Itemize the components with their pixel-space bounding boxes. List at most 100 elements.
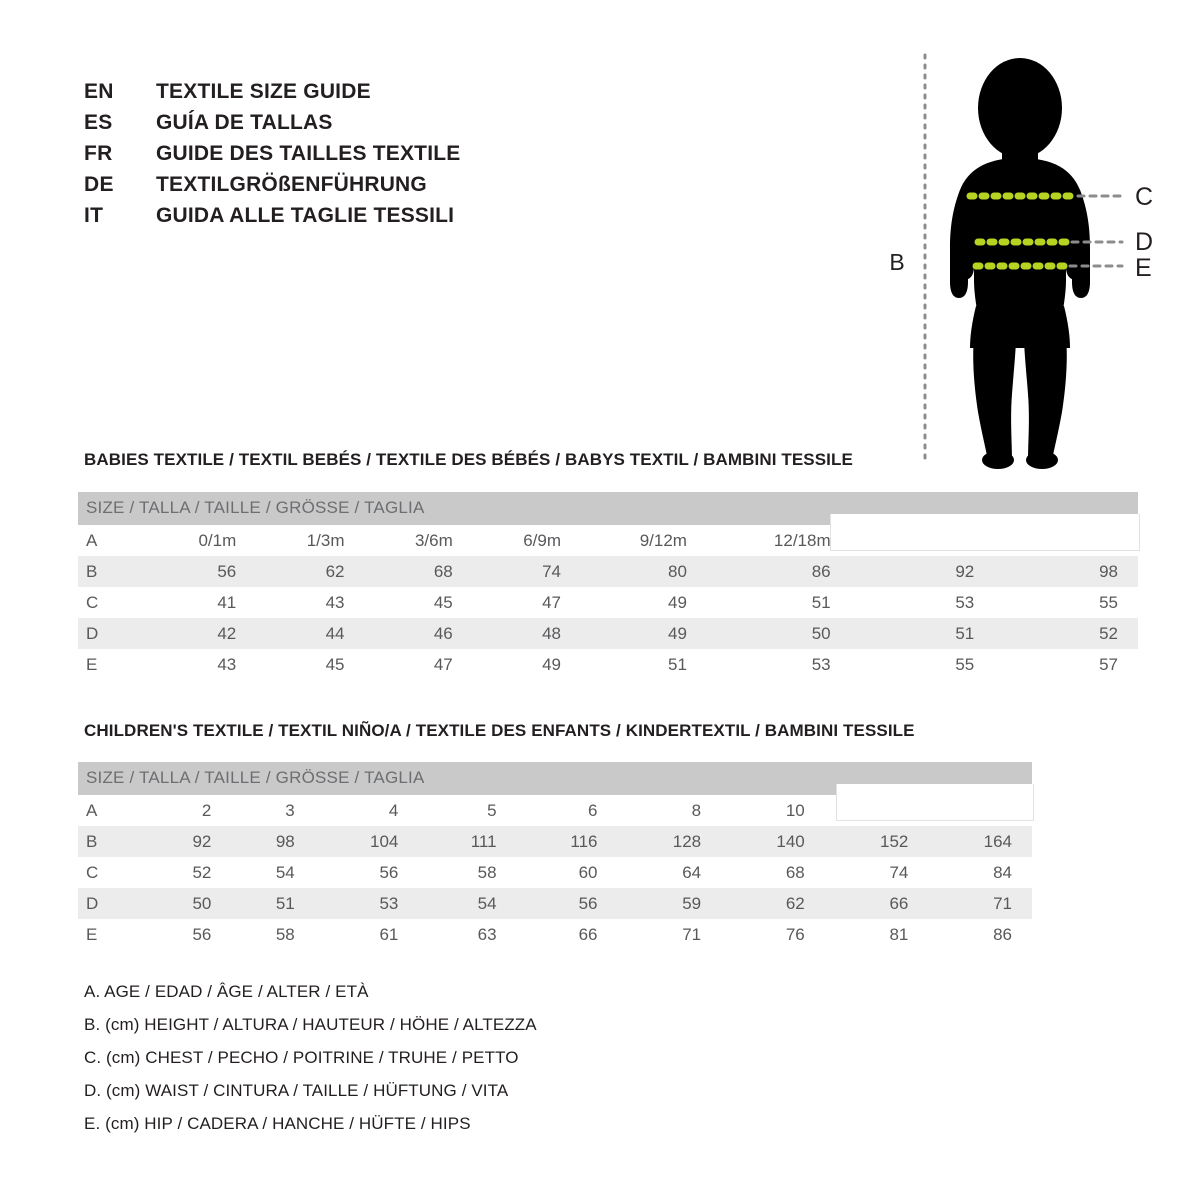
table-cell: 1/3m (256, 525, 365, 556)
table-cell: 47 (364, 649, 473, 680)
table-row: D 50 51 53 54 56 59 62 66 71 (78, 888, 1032, 919)
table-cell: 42 (148, 618, 257, 649)
table-cell: 58 (231, 919, 315, 950)
row-label: C (78, 587, 148, 618)
table-cell: 3 (231, 795, 315, 826)
table-cell: 10 (721, 795, 825, 826)
children-table-body: SIZE / TALLA / TAILLE / GRÖSSE / TAGLIA A… (78, 762, 1032, 950)
table-cell: 54 (418, 888, 517, 919)
language-row: IT GUIDA ALLE TAGLIE TESSILI (84, 204, 604, 235)
table-cell: 61 (314, 919, 419, 950)
table-cell: 51 (706, 587, 851, 618)
row-label: A (78, 525, 148, 556)
table-cell: 45 (364, 587, 473, 618)
table-cell: 52 (994, 618, 1138, 649)
language-row: ES GUÍA DE TALLAS (84, 111, 604, 142)
table-cell: 86 (928, 919, 1032, 950)
table-cell: 59 (617, 888, 722, 919)
table-cell: 74 (824, 857, 929, 888)
table-cell: 12/18m (706, 525, 851, 556)
table-row: B 56 62 68 74 80 86 92 98 (78, 556, 1138, 587)
table-cell: 56 (516, 888, 618, 919)
row-label: C (78, 857, 148, 888)
table-row: A 0/1m 1/3m 3/6m 6/9m 9/12m 12/18m 18/24m 24/36m (78, 525, 1138, 556)
table-cell: 43 (148, 649, 257, 680)
child-silhouette (950, 58, 1090, 469)
table-row: D 42 44 46 48 49 50 51 52 (78, 618, 1138, 649)
table-header-label: SIZE / TALLA / TAILLE / GRÖSSE / TAGLIA (78, 492, 1138, 525)
legend-row: D. (cm) WAIST / CINTURA / TAILLE / HÜFTU… (84, 1081, 509, 1100)
table-cell: 68 (721, 857, 825, 888)
row-label: D (78, 888, 148, 919)
table-cell: 24/36m (994, 525, 1138, 556)
legend-row: A. AGE / EDAD / ÂGE / ALTER / ETÀ (84, 982, 369, 1001)
table-cell: 55 (994, 587, 1138, 618)
table-cell: 6 (516, 795, 618, 826)
table-cell: 60 (516, 857, 618, 888)
table-cell: 9/12m (581, 525, 707, 556)
table-cell: 57 (994, 649, 1138, 680)
language-code: ES (84, 111, 113, 134)
table-cell: 81 (824, 919, 929, 950)
row-label: B (78, 826, 148, 857)
language-code: DE (84, 173, 114, 196)
language-row: EN TEXTILE SIZE GUIDE (84, 80, 604, 111)
table-cell: 71 (617, 919, 722, 950)
table-cell: 111 (418, 826, 517, 857)
table-cell: 152 (824, 826, 929, 857)
table-cell: 14 (928, 795, 1032, 826)
table-cell: 92 (148, 826, 232, 857)
table-cell: 62 (721, 888, 825, 919)
row-label: A (78, 795, 148, 826)
table-cell: 56 (148, 556, 257, 587)
table-cell: 3/6m (364, 525, 473, 556)
table-header-row: SIZE / TALLA / TAILLE / GRÖSSE / TAGLIA (78, 492, 1138, 525)
table-cell: 55 (850, 649, 995, 680)
language-code: IT (84, 204, 104, 227)
table-header-row: SIZE / TALLA / TAILLE / GRÖSSE / TAGLIA (78, 762, 1032, 795)
table-cell: 86 (706, 556, 851, 587)
language-title: TEXTILGRÖßENFÜHRUNG (156, 173, 427, 196)
table-row: B 92 98 104 111 116 128 140 152 164 (78, 826, 1032, 857)
table-cell: 66 (516, 919, 618, 950)
legend-row: B. (cm) HEIGHT / ALTURA / HAUTEUR / HÖHE… (84, 1015, 537, 1034)
table-cell: 98 (994, 556, 1138, 587)
figure-label-e: E (1135, 254, 1152, 282)
table-cell: 104 (314, 826, 419, 857)
legend-row: C. (cm) CHEST / PECHO / POITRINE / TRUHE… (84, 1048, 519, 1067)
language-title-list: EN TEXTILE SIZE GUIDE ES GUÍA DE TALLAS FR GU… (84, 80, 604, 235)
table-cell: 8 (617, 795, 722, 826)
language-row: FR GUIDE DES TAILLES TEXTILE (84, 142, 604, 173)
language-title: GUÍA DE TALLAS (156, 111, 333, 134)
table-cell: 18/24m (850, 525, 995, 556)
table-cell: 68 (364, 556, 473, 587)
table-cell: 53 (314, 888, 419, 919)
table-cell: 54 (231, 857, 315, 888)
language-code: EN (84, 80, 114, 103)
figure-label-b: B (889, 249, 904, 275)
row-label: E (78, 649, 148, 680)
table-cell: 52 (148, 857, 232, 888)
legend-row: E. (cm) HIP / CADERA / HANCHE / HÜFTE / … (84, 1114, 471, 1133)
table-cell: 64 (617, 857, 722, 888)
table-cell: 128 (617, 826, 722, 857)
table-cell: 84 (928, 857, 1032, 888)
row-label: D (78, 618, 148, 649)
table-cell: 49 (581, 618, 707, 649)
table-header-label: SIZE / TALLA / TAILLE / GRÖSSE / TAGLIA (78, 762, 1032, 795)
table-cell: 5 (418, 795, 517, 826)
table-row: C 41 43 45 47 49 51 53 55 (78, 587, 1138, 618)
table-cell: 50 (706, 618, 851, 649)
table-cell: 48 (472, 618, 581, 649)
table-cell: 12 (824, 795, 929, 826)
table-cell: 71 (928, 888, 1032, 919)
babies-table-body: SIZE / TALLA / TAILLE / GRÖSSE / TAGLIA A… (78, 492, 1138, 680)
table-cell: 44 (256, 618, 365, 649)
row-label: E (78, 919, 148, 950)
table-cell: 74 (472, 556, 581, 587)
children-section-title: CHILDREN'S TEXTILE / TEXTIL NIÑO/A / TEX… (84, 721, 915, 740)
table-cell: 53 (850, 587, 995, 618)
language-title: TEXTILE SIZE GUIDE (156, 80, 371, 103)
table-cell: 47 (472, 587, 581, 618)
table-row: C 52 54 56 58 60 64 68 74 84 (78, 857, 1032, 888)
